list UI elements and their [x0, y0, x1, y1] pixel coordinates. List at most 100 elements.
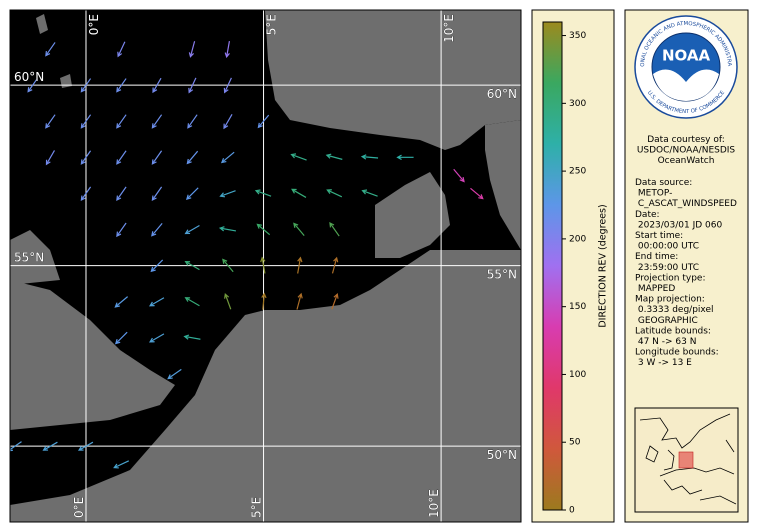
- wind-arrow: [326, 189, 343, 198]
- inset-region: [678, 451, 694, 469]
- wind-arrow: [219, 190, 236, 198]
- wind-arrow: [297, 256, 303, 274]
- wind-arrow: [151, 150, 163, 165]
- wind-arrow: [151, 114, 163, 129]
- wind-arrow: [290, 153, 307, 161]
- colorbar-ticks: 0 50 100 150 200 250 300 350: [562, 31, 586, 516]
- lat-label: 50°N: [487, 448, 517, 462]
- wind-arrow: [257, 114, 270, 129]
- wind-arrow: [149, 333, 165, 343]
- lon-label: 10°E: [442, 14, 456, 43]
- inset-coast: [639, 413, 737, 505]
- info-line: 3 W -> 13 E: [635, 358, 692, 368]
- info-text: Data courtesy of:USDOC/NOAA/NESDISOceanW…: [635, 135, 737, 368]
- lon-label: 5°E: [265, 14, 279, 35]
- lat-label: 55°N: [14, 251, 44, 265]
- graticule-labels: 60°N 60°N 55°N 55°N 50°N 0°E 0°E 5°E 5°E 10°E 10°E: [14, 14, 517, 518]
- continent: [10, 250, 521, 522]
- wind-arrow: [185, 187, 199, 200]
- info-line: Date:: [635, 210, 660, 220]
- logo-gull: [653, 69, 719, 101]
- wind-arrow: [224, 41, 231, 59]
- england: [10, 280, 175, 430]
- lat-label: 55°N: [487, 268, 517, 282]
- wind-arrow: [116, 186, 127, 202]
- info-line: MAPPED: [635, 284, 675, 294]
- wind-arrow: [188, 41, 196, 58]
- wind-vectors: [10, 41, 484, 469]
- wind-arrow: [188, 77, 197, 94]
- wind-arrow: [184, 261, 200, 271]
- wind-arrow: [27, 78, 38, 93]
- credit-line: OceanWatch: [658, 156, 715, 166]
- wind-arrow: [325, 153, 343, 160]
- colorbar-tick-label: 250: [569, 167, 586, 177]
- colorbar-tick-label: 50: [569, 438, 581, 448]
- wind-arrow: [80, 150, 92, 165]
- wind-arrow: [223, 77, 232, 94]
- wind-arrow: [117, 41, 126, 58]
- lat-label: 60°N: [487, 87, 517, 101]
- wind-arrow: [113, 460, 130, 469]
- wind-arrow: [291, 188, 307, 198]
- credit-line: Data courtesy of:: [647, 135, 725, 145]
- wind-arrow: [224, 293, 232, 310]
- map-frame: [9, 9, 522, 523]
- lat-label: 60°N: [14, 70, 44, 84]
- colorbar-tick-label: 300: [569, 99, 586, 109]
- wind-arrow: [149, 297, 165, 307]
- wind-arrow: [10, 441, 22, 452]
- info-line: Longitude bounds:: [635, 348, 719, 358]
- wind-arrow: [254, 189, 272, 197]
- wind-arrow: [220, 151, 235, 164]
- wind-arrow: [77, 441, 94, 451]
- wind-arrow: [184, 297, 200, 307]
- wind-arrow: [260, 256, 266, 274]
- island: [60, 74, 72, 88]
- wind-arrow: [114, 331, 128, 345]
- wind-arrow: [42, 441, 58, 451]
- wind-arrow: [360, 154, 379, 160]
- wind-arrow: [470, 187, 484, 200]
- denmark: [375, 172, 450, 258]
- wind-arrow: [150, 259, 164, 273]
- wind-arrow: [396, 154, 414, 161]
- info-line: Data source:: [635, 178, 692, 188]
- inset-map: [634, 407, 739, 513]
- norway: [265, 10, 521, 150]
- sweden: [485, 120, 521, 250]
- wind-arrow: [151, 186, 163, 202]
- wind-arrow: [218, 226, 237, 232]
- colorbar: [542, 21, 563, 511]
- info-line: METOP-: [635, 189, 672, 199]
- lon-label: 10°E: [427, 489, 441, 518]
- info-line: C_ASCAT_WINDSPEED: [635, 199, 737, 209]
- land: [10, 10, 521, 522]
- wind-arrow: [361, 189, 378, 197]
- colorbar-tick-label: 350: [569, 31, 586, 41]
- logo-name: NOAA: [662, 47, 711, 65]
- wind-arrow: [331, 256, 339, 274]
- wind-arrow: [45, 114, 56, 129]
- info-line: Projection type:: [635, 273, 706, 283]
- wind-arrow: [187, 114, 198, 129]
- graticule: [10, 10, 521, 522]
- wind-arrow: [152, 77, 162, 94]
- info-line: 00:00:00 UTC: [635, 242, 699, 252]
- wind-arrow: [293, 222, 305, 237]
- info-line: 23:59:00 UTC: [635, 263, 699, 273]
- wind-arrow: [296, 292, 303, 310]
- wind-arrow: [116, 114, 127, 129]
- colorbar-label: DIRECTION REV (degrees): [598, 204, 609, 327]
- wind-arrow: [151, 223, 163, 237]
- wind-arrow: [331, 293, 339, 310]
- info-line: Start time:: [635, 231, 683, 241]
- wind-arrow: [45, 150, 56, 166]
- credit-line: USDOC/NOAA/NESDIS: [637, 146, 736, 156]
- wind-arrow: [80, 114, 92, 129]
- wind-arrow: [184, 225, 200, 235]
- wind-arrow: [223, 113, 233, 130]
- scotland: [10, 230, 60, 285]
- wind-arrow: [116, 222, 127, 238]
